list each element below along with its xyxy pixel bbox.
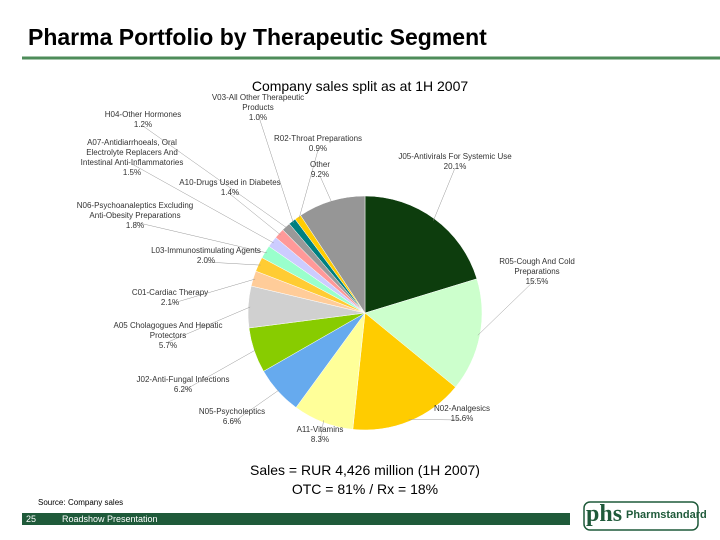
leader-line — [131, 163, 274, 244]
leader-line — [231, 389, 280, 424]
slice-name: H04-Other Hormones — [104, 110, 182, 119]
slice-label: J02-Anti-Fungal Infections 6.2% — [124, 375, 242, 395]
leader-line — [169, 278, 256, 305]
pie-slice — [300, 195, 366, 314]
note: OTC = 81% / Rx = 18% — [291, 481, 439, 497]
slice-label: C01-Cardiac Therapy 2.1% — [111, 288, 229, 308]
leader-line — [182, 349, 257, 392]
logo-mark: phs — [586, 501, 623, 527]
leader-line — [319, 175, 333, 203]
source-label: Source: — [38, 498, 66, 507]
slice-label: R05-Cough And Cold Preparations 15.5% — [478, 257, 596, 287]
page-number: 25 — [26, 514, 37, 524]
slice-value: 20.1% — [443, 162, 467, 171]
leader-line — [433, 167, 456, 221]
leader-line — [134, 221, 268, 254]
slice-name: N06-Psychoanaleptics Excluding Anti-Obes… — [76, 201, 194, 220]
leader-line — [408, 419, 463, 421]
slice-value: 6.6% — [222, 417, 242, 426]
pie-slice — [364, 278, 483, 388]
slice-name: R02-Throat Preparations — [273, 134, 363, 143]
slice-name: L03-Immunostimulating Agents — [151, 246, 261, 255]
slice-name: R05-Cough And Cold Preparations — [499, 257, 575, 276]
slice-value: 1.0% — [248, 113, 268, 122]
note: Sales = RUR 4,426 million (1H 2007) — [250, 462, 480, 478]
slice-value: 6.2% — [173, 385, 193, 394]
slice-label: A11-Vitamins 8.3% — [261, 425, 379, 445]
slice-name: Other — [309, 160, 330, 169]
slice-name: A07-Antidiarrhoeals, Oral Electrolyte Re… — [80, 138, 184, 167]
slice-label: L03-Immunostimulating Agents 2.0% — [147, 246, 265, 266]
slice-value: 0.9% — [308, 144, 328, 153]
slice-name: N05-Psycholeptics — [198, 407, 266, 416]
slice-label: Other 9.2% — [261, 160, 379, 180]
slice-value: 15.6% — [450, 414, 474, 423]
leader-line — [229, 193, 281, 236]
chart-title: Company sales split as at 1H 2007 — [251, 78, 469, 94]
slice-name: V03-All Other Therapeutic Products — [211, 93, 305, 112]
slice-name: J05-Antivirals For Systemic Use — [398, 152, 512, 161]
leader-line — [319, 420, 324, 442]
slice-label: V03-All Other Therapeutic Products 1.0% — [199, 93, 317, 123]
slice-value: 5.7% — [158, 341, 178, 350]
slice-label: H04-Other Hormones 1.2% — [84, 110, 202, 130]
slice-name: A11-Vitamins — [296, 425, 344, 434]
leader-line — [167, 306, 251, 343]
slice-value: 8.3% — [310, 435, 330, 444]
slice-label: A05 Cholagogues And Hepatic Protectors 5.… — [109, 321, 227, 351]
slice-label: A10-Drugs Used in Diabetes 1.4% — [171, 178, 289, 198]
slide-title: Pharma Portfolio by Therapeutic Segment — [28, 24, 487, 50]
slice-name: N02-Analgesics — [433, 404, 491, 413]
leader-line — [257, 113, 294, 224]
slice-value: 15.5% — [525, 277, 549, 286]
pie-slice — [364, 195, 478, 314]
slice-name: J02-Anti-Fungal Infections — [136, 375, 230, 384]
footer-bar — [22, 513, 570, 525]
slice-label: A07-Antidiarrhoeals, Oral Electrolyte Re… — [73, 138, 191, 178]
leader-line — [477, 277, 538, 336]
slice-label: N02-Analgesics 15.6% — [403, 404, 521, 424]
logo-frame — [583, 501, 699, 531]
pie-slice — [352, 312, 456, 431]
leader-line — [205, 261, 261, 266]
leader-line — [298, 149, 319, 219]
footer-text: Roadshow Presentation — [62, 514, 158, 524]
slice-value: 2.1% — [160, 298, 180, 307]
slice-value: 1.2% — [133, 120, 153, 129]
slice-label: N06-Psychoanaleptics Excluding Anti-Obes… — [76, 201, 194, 231]
source: Company sales — [68, 498, 124, 507]
slice-name: A10-Drugs Used in Diabetes — [179, 178, 281, 187]
slice-name: A05 Cholagogues And Hepatic Protectors — [113, 321, 223, 340]
slice-label: N05-Psycholeptics 6.6% — [173, 407, 291, 427]
slice-value: 1.8% — [125, 221, 145, 230]
slice-value: 1.4% — [220, 188, 240, 197]
slice-name: C01-Cardiac Therapy — [131, 288, 209, 297]
slice-value: 9.2% — [310, 170, 330, 179]
leader-line — [142, 125, 288, 229]
logo-name: Pharmstandard — [626, 509, 707, 521]
slice-label: R02-Throat Preparations 0.9% — [259, 134, 377, 154]
slice-value: 2.0% — [196, 256, 216, 265]
slice-value: 1.5% — [122, 168, 142, 177]
slice-label: J05-Antivirals For Systemic Use 20.1% — [396, 152, 514, 172]
